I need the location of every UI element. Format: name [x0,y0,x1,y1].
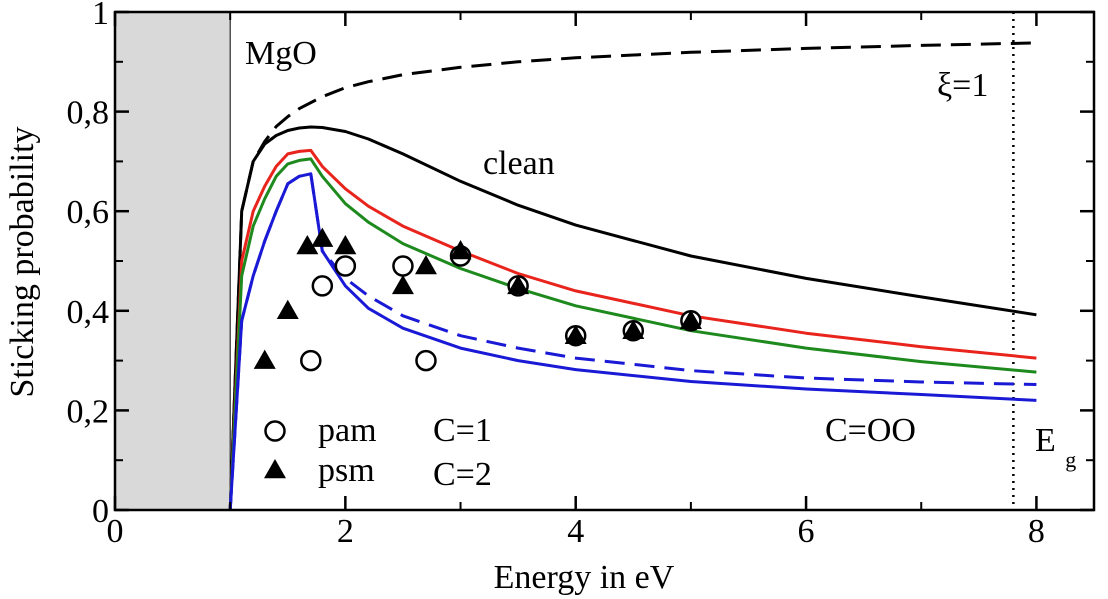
legend-label-psm: psm [318,452,375,489]
x-tick-label-4: 8 [1028,513,1045,550]
point-psm-1 [276,299,299,320]
y-tick-label-3: 0,6 [67,194,110,231]
point-psm-11 [679,309,702,330]
shaded-region [115,12,231,510]
point-pam-3 [392,255,414,277]
text-layer: Energy in eV Sticking probability MgO ξ=… [4,35,1076,596]
x-tick-label-1: 2 [337,513,354,550]
point-psm-8 [507,274,530,295]
y-tick-label-2: 0,4 [67,294,110,331]
legend-label-pam: pam [318,412,377,449]
point-psm-0 [253,349,276,369]
point-pam-0 [300,349,322,372]
y-tick-label-1: 0,2 [67,393,110,430]
point-psm-2 [296,235,319,255]
frame-layer: 0 2 4 6 8 0 0,2 0,4 0,6 0,8 1 [67,0,1096,550]
y-tick-label-0: 0 [92,493,109,530]
point-psm-9 [564,324,587,344]
band-gap-subscript: g [1065,447,1076,472]
x-tick-label-2: 4 [567,513,584,550]
x-tick-label-0: 0 [107,513,124,550]
band-gap-main: E [1035,422,1056,459]
x-tick-label-3: 6 [798,513,815,550]
legend-label-coo: C=OO [825,412,916,449]
x-axis-title: Energy in eV [494,559,675,596]
series-line-1 [228,125,1037,511]
point-pam-1 [311,275,334,297]
point-psm-7 [449,240,472,260]
legend-marker-psm [264,459,286,479]
legend-label-c1: C=1 [433,412,492,449]
xi-curve-label: ξ=1 [937,67,988,104]
point-psm-10 [622,319,645,339]
series-line-5 [228,172,1037,511]
legend-marker-pam [264,420,286,442]
y-tick-label-5: 1 [92,0,109,32]
point-psm-5 [391,274,414,295]
plot-layer [115,12,1037,511]
point-pam-4 [415,349,437,372]
y-tick-label-4: 0,8 [67,95,110,132]
band-gap-label: E g [1035,422,1076,472]
material-label: MgO [245,35,317,72]
point-pam-2 [334,255,357,277]
point-psm-3 [311,227,334,247]
y-axis-title: Sticking probability [4,126,41,397]
point-psm-6 [414,254,437,275]
point-psm-4 [334,235,357,255]
legend-label-c2: C=2 [433,456,492,493]
clean-curve-label: clean [483,145,555,182]
